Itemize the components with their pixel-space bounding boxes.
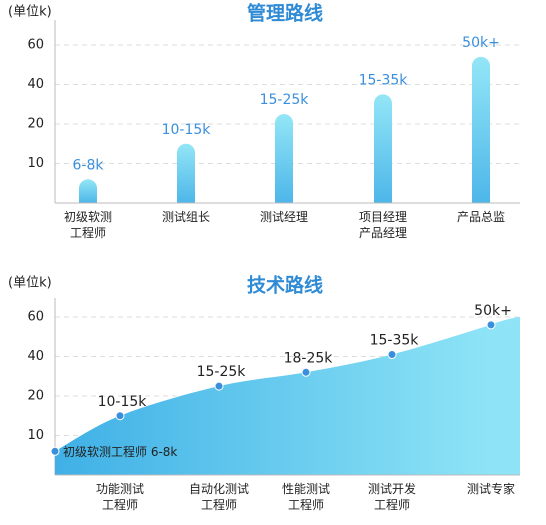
x-tick-line: 工程师 bbox=[201, 497, 237, 512]
x-tick-line: 测试专家 bbox=[467, 481, 515, 496]
value-label: 15-35k bbox=[359, 72, 409, 88]
x-tick-line: 自动化测试 bbox=[189, 481, 249, 496]
value-label: 初级软测工程师 6-8k bbox=[63, 444, 177, 459]
x-tick-label: 功能测试工程师 bbox=[96, 481, 144, 512]
area bbox=[55, 324, 491, 475]
x-tick-line: 产品经理 bbox=[359, 226, 407, 240]
x-tick-label: 测试专家 bbox=[467, 481, 515, 496]
y-tick-label: 20 bbox=[27, 117, 44, 132]
value-label: 15-25k bbox=[197, 364, 247, 380]
x-tick-line: 工程师 bbox=[374, 497, 410, 512]
y-tick-label: 40 bbox=[27, 77, 44, 92]
chart-title: 管理路线 bbox=[247, 2, 323, 25]
x-tick-label: 测试组长 bbox=[162, 209, 210, 224]
bar bbox=[374, 94, 392, 203]
x-tick-line: 工程师 bbox=[70, 225, 106, 240]
point bbox=[387, 350, 397, 360]
x-tick-label: 初级软测工程师 bbox=[64, 210, 112, 240]
value-label: 15-25k bbox=[260, 92, 310, 108]
x-tick-label: 项目经理产品经理 bbox=[359, 210, 407, 240]
x-tick-line: 项目经理 bbox=[359, 210, 407, 224]
point bbox=[214, 381, 224, 391]
bar bbox=[79, 179, 97, 203]
bar bbox=[275, 114, 293, 203]
value-label: 10-15k bbox=[162, 122, 212, 138]
x-tick-label: 性能测试工程师 bbox=[282, 481, 330, 512]
bar bbox=[177, 143, 195, 203]
value-label: 10-15k bbox=[98, 394, 148, 410]
x-tick-line: 初级软测 bbox=[64, 210, 112, 224]
y-unit: (单位k) bbox=[8, 5, 52, 20]
y-tick-label: 40 bbox=[27, 349, 44, 364]
bar bbox=[472, 56, 490, 203]
x-tick-line: 功能测试 bbox=[96, 481, 144, 496]
y-unit: (单位k) bbox=[8, 276, 52, 291]
x-tick-line: 产品总监 bbox=[457, 210, 505, 224]
point bbox=[301, 367, 311, 377]
area-extension bbox=[490, 316, 520, 475]
x-tick-label: 自动化测试工程师 bbox=[189, 481, 249, 512]
value-label: 6-8k bbox=[73, 157, 105, 173]
x-tick-label: 测试开发工程师 bbox=[368, 481, 416, 512]
point bbox=[50, 446, 60, 456]
x-tick-line: 测试开发 bbox=[368, 481, 416, 496]
x-tick-line: 测试经理 bbox=[260, 209, 308, 224]
point bbox=[486, 320, 496, 330]
value-label: 50k+ bbox=[462, 35, 500, 51]
chart-title: 技术路线 bbox=[247, 274, 323, 297]
x-tick-label: 产品总监 bbox=[457, 210, 505, 224]
x-tick-line: 测试组长 bbox=[162, 209, 210, 224]
point bbox=[115, 411, 125, 421]
y-tick-label: 10 bbox=[27, 428, 44, 443]
x-tick-label: 测试经理 bbox=[260, 209, 308, 224]
value-label: 50k+ bbox=[474, 303, 512, 319]
value-label: 15-35k bbox=[370, 333, 420, 349]
y-tick-label: 60 bbox=[27, 38, 44, 53]
x-tick-line: 性能测试 bbox=[282, 481, 330, 496]
y-tick-label: 60 bbox=[27, 310, 44, 325]
value-label: 18-25k bbox=[284, 350, 334, 366]
x-tick-line: 工程师 bbox=[102, 497, 138, 512]
x-tick-line: 工程师 bbox=[288, 497, 324, 512]
y-tick-label: 20 bbox=[27, 389, 44, 404]
y-tick-label: 10 bbox=[27, 156, 44, 171]
